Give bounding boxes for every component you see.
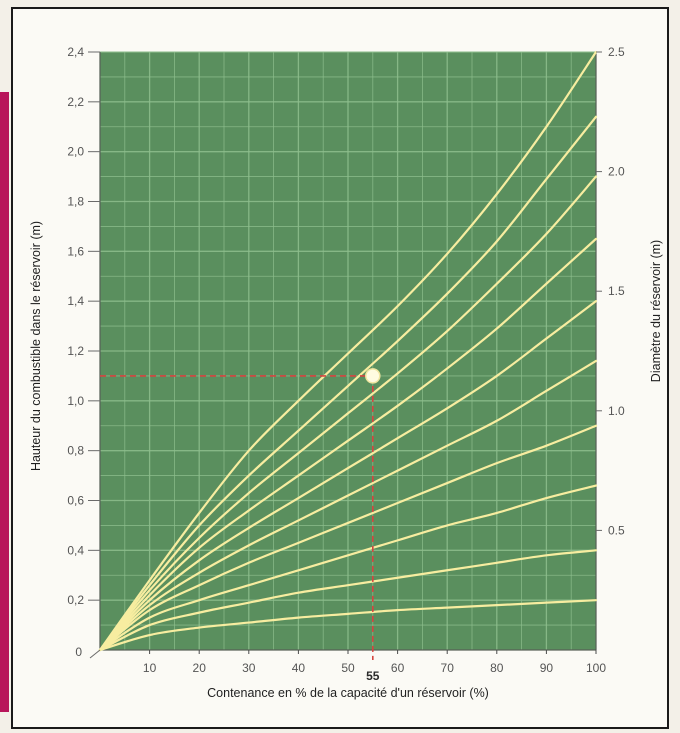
x-tick-label: 70 — [441, 661, 455, 675]
y-left-tick-label: 2,0 — [67, 145, 84, 159]
y-left-tick-label: 0,6 — [67, 494, 84, 508]
accent-side-bar — [0, 92, 9, 712]
x-tick-label: 20 — [193, 661, 207, 675]
x-tick-label: 60 — [391, 661, 405, 675]
annotation: 55 — [100, 368, 381, 683]
origin-tick — [89, 649, 101, 659]
y-left-tick-label: 1,6 — [67, 244, 84, 258]
grid — [99, 51, 597, 651]
y-left-tick-label: 2,4 — [67, 45, 84, 59]
y-axis-left-title: Hauteur du combustible dans le réservoir… — [29, 221, 43, 471]
y-left-tick-label: 1,2 — [67, 344, 84, 358]
series-curve-4 — [98, 424, 598, 652]
tick-labels: 10 20 30 40 50 60 70 80 90 100 0,2 0,4 0,6 0,8 1,0 1,2 1… — [67, 45, 625, 675]
x-tick-label: 90 — [540, 661, 554, 675]
series-curves — [98, 50, 598, 652]
y-right-tick-label: 2.5 — [608, 45, 625, 59]
y-right-tick-label: 0.5 — [608, 523, 625, 537]
y-left-tick-label: 0,4 — [67, 543, 84, 557]
series-curve-1 — [98, 599, 598, 652]
series-curve-6 — [98, 300, 598, 652]
y-axis-right-title: Diamètre du réservoir (m) — [649, 240, 663, 382]
x-tick-label: 50 — [341, 661, 355, 675]
annotation-label: 55 — [366, 669, 380, 683]
x-tick-label: 80 — [490, 661, 504, 675]
x-tick-label: 40 — [292, 661, 306, 675]
y-right-tick-label: 1.5 — [608, 284, 625, 298]
y-left-tick-label: 1,0 — [67, 394, 84, 408]
y-right-tick-label: 1.0 — [608, 404, 625, 418]
reading-point-marker — [365, 368, 381, 384]
series-curve-8 — [98, 175, 598, 652]
y-left-tick-label: 1,4 — [67, 294, 84, 308]
origin-label: 0 — [75, 645, 82, 659]
series-curve-10 — [98, 50, 598, 652]
y-right-tick-label: 2.0 — [608, 165, 625, 179]
x-axis-title: Contenance en % de la capacité d'un rése… — [207, 686, 489, 700]
series-curve-5 — [98, 359, 598, 652]
y-left-tick-label: 1,8 — [67, 195, 84, 209]
x-tick-label: 30 — [242, 661, 256, 675]
x-tick-label: 10 — [143, 661, 157, 675]
x-tick-label: 100 — [586, 661, 606, 675]
series-curve-7 — [98, 237, 598, 652]
y-left-tick-label: 0,2 — [67, 593, 84, 607]
y-left-tick-label: 0,8 — [67, 444, 84, 458]
series-curve-9 — [98, 115, 598, 652]
series-curve-3 — [98, 484, 598, 652]
series-curve-2 — [98, 549, 598, 652]
y-left-tick-label: 2,2 — [67, 95, 84, 109]
